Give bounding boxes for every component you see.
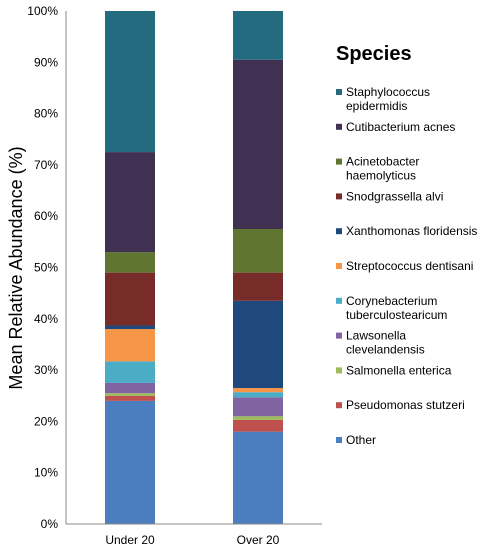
y-tick-label: 10% <box>34 466 58 480</box>
legend-swatch <box>336 228 342 235</box>
legend: Staphylococcus epidermidis Cutibacterium a… <box>336 85 477 447</box>
bar-segment <box>105 361 155 383</box>
bar-segment <box>233 59 283 230</box>
y-tick-label: 50% <box>34 261 58 275</box>
legend-swatch <box>336 402 342 409</box>
legend-item: Salmonella enterica <box>336 363 452 377</box>
y-tick-label: 30% <box>34 363 58 377</box>
y-axis-ticks: 0% 10% 20% 30% 40% 50% 60% 70% 80% 90% 100% <box>27 4 58 531</box>
bar-segment <box>233 388 283 393</box>
y-tick-label: 40% <box>34 312 58 326</box>
legend-label: Other <box>346 433 376 447</box>
legend-item: Xanthomonas floridensis <box>336 224 477 238</box>
bar-stack <box>233 11 283 524</box>
legend-label: Acinetobacter haemolyticus <box>346 155 419 183</box>
bar-segment <box>233 300 283 389</box>
legend-title: Species <box>336 43 412 65</box>
x-tick-label: Over 20 <box>237 533 280 547</box>
y-tick-label: 70% <box>34 158 58 172</box>
x-tick-label: Under 20 <box>105 533 155 547</box>
legend-label: Pseudomonas stutzeri <box>346 398 465 412</box>
y-tick-label: 90% <box>34 55 58 69</box>
legend-item: Pseudomonas stutzeri <box>336 398 465 412</box>
legend-item: Lawsonella clevelandensis <box>336 329 425 357</box>
bar-segment <box>105 329 155 362</box>
bar-segment <box>105 11 155 153</box>
legend-item: Cutibacterium acnes <box>336 120 455 134</box>
legend-item: Streptococcus dentisani <box>336 259 473 273</box>
bar-segment <box>105 152 155 253</box>
legend-swatch <box>336 123 342 130</box>
legend-label: Xanthomonas floridensis <box>346 224 477 238</box>
legend-swatch <box>336 158 342 165</box>
bar-segment <box>105 393 155 396</box>
bar-segment <box>233 397 283 417</box>
legend-item: Corynebacterium tuberculostearicum <box>336 294 447 322</box>
legend-item: Acinetobacter haemolyticus <box>336 155 419 183</box>
legend-label: Corynebacterium tuberculostearicum <box>346 294 447 322</box>
bar-segment <box>233 392 283 398</box>
legend-swatch <box>336 297 342 304</box>
legend-swatch <box>336 263 342 269</box>
legend-label: Staphylococcus epidermidis <box>346 85 430 113</box>
legend-label: Salmonella enterica <box>346 363 452 377</box>
bar-segment <box>233 229 283 273</box>
bars <box>105 11 283 524</box>
bar-stack <box>105 11 155 524</box>
y-axis-title: Mean Relative Abundance (%) <box>6 146 26 389</box>
legend-label: Lawsonella clevelandensis <box>346 329 425 357</box>
legend-swatch <box>336 367 342 374</box>
y-tick-label: 0% <box>41 517 59 531</box>
legend-label: Cutibacterium acnes <box>346 120 455 134</box>
legend-item: Other <box>336 433 376 447</box>
y-tick-label: 100% <box>27 4 58 18</box>
legend-item: Snodgrassella alvi <box>336 189 443 203</box>
bar-segment <box>105 395 155 401</box>
bar-segment <box>105 400 155 524</box>
legend-swatch <box>336 193 342 200</box>
bar-segment <box>233 416 283 420</box>
y-tick-label: 80% <box>34 107 58 121</box>
bar-segment <box>233 11 283 60</box>
legend-label: Snodgrassella alvi <box>346 189 443 203</box>
legend-swatch <box>336 332 342 339</box>
bar-segment <box>233 431 283 524</box>
legend-swatch <box>336 89 342 95</box>
bar-segment <box>233 272 283 301</box>
legend-label: Streptococcus dentisani <box>346 259 473 273</box>
bar-segment <box>105 325 155 330</box>
y-tick-label: 60% <box>34 209 58 223</box>
bar-segment <box>233 419 283 432</box>
legend-swatch <box>336 437 342 443</box>
x-axis-ticks: Under 20 Over 20 <box>105 533 279 547</box>
legend-item: Staphylococcus epidermidis <box>336 85 430 113</box>
bar-segment <box>105 252 155 273</box>
bar-segment <box>105 272 155 326</box>
bar-segment <box>105 382 155 394</box>
y-tick-label: 20% <box>34 414 58 428</box>
